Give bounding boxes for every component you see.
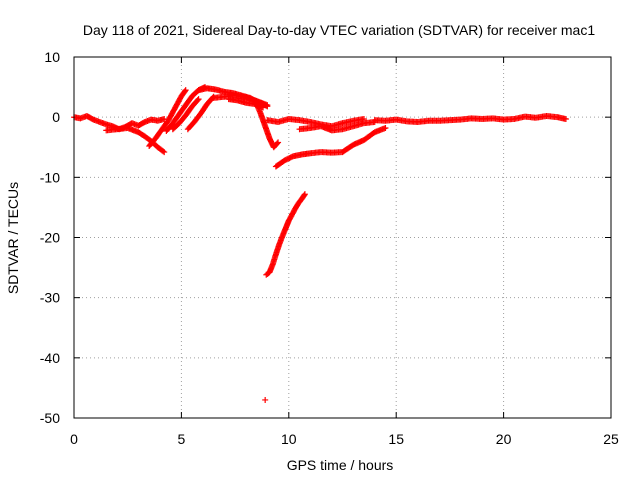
y-tick-label: -20 — [40, 230, 60, 246]
series-late-baseline — [371, 112, 569, 125]
data-point — [161, 149, 168, 156]
series-outlier — [262, 396, 269, 403]
data-point — [562, 115, 569, 122]
data-marker — [181, 88, 188, 95]
series-post-9 — [264, 115, 367, 130]
y-tick-label: -30 — [40, 290, 60, 306]
x-axis-title: GPS time / hours — [287, 457, 394, 473]
chart-title: Day 118 of 2021, Sidereal Day-to-day VTE… — [83, 22, 595, 38]
series-recovery-low — [272, 124, 389, 170]
data-marker — [274, 140, 281, 147]
data-point — [195, 96, 202, 103]
series-low-dip — [103, 124, 168, 156]
data-point — [275, 139, 282, 146]
data-point — [382, 124, 389, 131]
y-tick-label: 10 — [44, 49, 60, 65]
data-marker — [160, 148, 167, 155]
x-tick-label: 10 — [281, 431, 297, 447]
grid — [74, 57, 611, 418]
data-point — [262, 396, 269, 403]
x-tick-labels: 0 5 10 15 20 25 — [70, 431, 619, 447]
x-tick-label: 0 — [70, 431, 78, 447]
series-steep-recovery — [263, 191, 308, 278]
series-recovery-mid — [296, 118, 378, 134]
y-tick-labels: 10 0 -10 -20 -30 -40 -50 — [40, 49, 60, 426]
data-point — [301, 191, 308, 198]
series-rise-4 — [184, 93, 217, 133]
series-rise-2 — [163, 84, 209, 135]
plot-frame — [73, 56, 612, 419]
series-plateau-low — [210, 92, 271, 109]
x-tick-label: 25 — [603, 431, 619, 447]
series-rise-3 — [169, 96, 202, 133]
y-axis-title: SDTVAR / TECUs — [5, 182, 21, 294]
data-point — [264, 102, 271, 109]
data-marker — [194, 97, 201, 104]
data-marker — [301, 192, 308, 199]
y-tick-label: -10 — [40, 169, 60, 185]
x-tick-label: 15 — [388, 431, 404, 447]
x-tick-label: 20 — [496, 431, 512, 447]
y-tick-label: 0 — [52, 109, 60, 125]
x-tick-label: 5 — [178, 431, 186, 447]
data-points — [71, 84, 569, 403]
y-tick-label: -40 — [40, 350, 60, 366]
series-drop-near-9 — [253, 100, 282, 151]
data-point — [182, 87, 189, 94]
y-tick-label: -50 — [40, 410, 60, 426]
series-rise-1 — [146, 87, 189, 150]
